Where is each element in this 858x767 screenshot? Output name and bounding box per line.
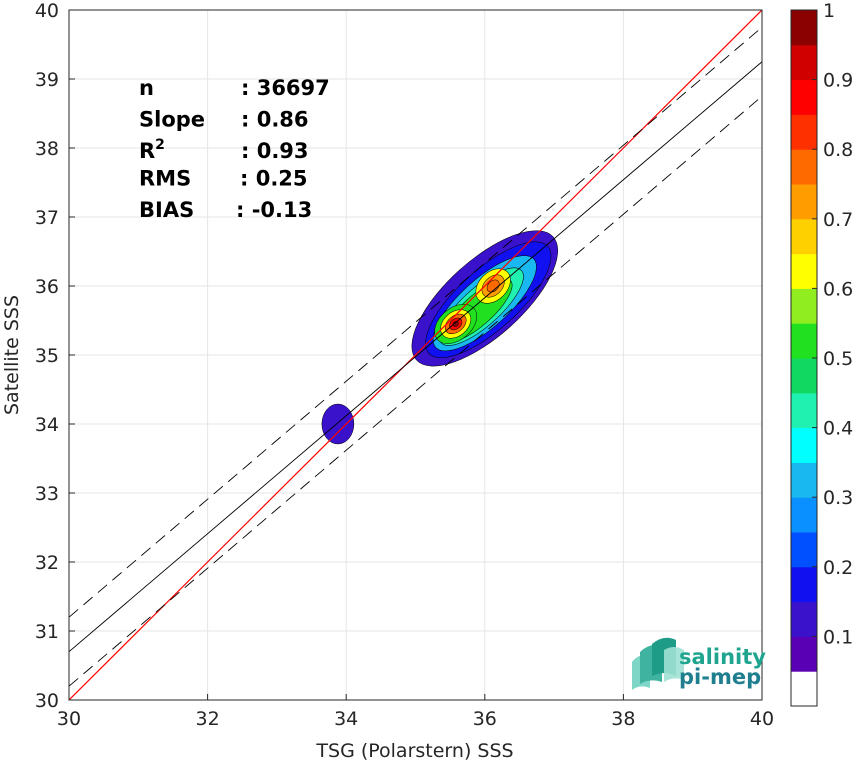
colorbar-segment <box>791 149 817 185</box>
colorbar-segment <box>791 566 817 603</box>
colorbar-segment <box>791 601 817 637</box>
stat-superscript: 2 <box>155 137 165 153</box>
colorbar-segment <box>791 114 817 150</box>
density-contours <box>321 230 558 445</box>
line-identity <box>69 10 762 700</box>
colorbar-segment <box>791 671 817 707</box>
logo-wave-icon <box>632 637 684 690</box>
stat-label: n <box>139 76 154 100</box>
y-tick-label: 38 <box>35 138 59 160</box>
colorbar-segment <box>791 358 817 394</box>
colorbar-segment <box>791 532 817 568</box>
colorbar-segment <box>791 253 817 289</box>
colorbar-segment <box>791 497 817 533</box>
x-axis-label: TSG (Polarstern) SSS <box>315 740 513 762</box>
grid <box>68 9 763 701</box>
x-tick-label: 40 <box>750 708 774 730</box>
stat-label: BIAS <box>139 198 194 222</box>
x-axis-ticks: 30 32 34 36 38 40 <box>57 694 774 730</box>
x-tick-label: 34 <box>334 708 358 730</box>
y-tick-label: 33 <box>35 483 59 505</box>
y-tick-label: 35 <box>35 345 59 367</box>
stat-label: RMS <box>139 167 191 191</box>
stat-value: : 0.93 <box>241 139 309 163</box>
colorbar-segment <box>791 323 817 359</box>
y-tick-label: 37 <box>35 207 59 229</box>
x-tick-label: 38 <box>611 708 635 730</box>
colorbar-segment <box>791 462 817 498</box>
y-tick-label: 30 <box>35 690 59 712</box>
colorbar-tick-label: 0.1 <box>823 626 853 648</box>
x-tick-label: 30 <box>57 708 81 730</box>
colorbar-tick-label: 0.2 <box>823 557 853 579</box>
colorbar-tick-label: 0.3 <box>823 487 853 509</box>
fit-lines <box>69 10 762 700</box>
colorbar-tick-label: 0.5 <box>823 348 853 370</box>
colorbar-tick-label: 0.4 <box>823 418 853 440</box>
colorbar-tick-label: 0.6 <box>823 278 853 300</box>
colorbar-segment <box>791 184 817 220</box>
stat-value: : 36697 <box>241 76 330 100</box>
colorbar-segment <box>791 392 817 429</box>
density-contour-peak1 <box>452 320 459 327</box>
density-contour-isolated <box>321 403 355 445</box>
stats-box: n : 36697 Slope : 0.86 R2 : 0.93 RMS : 0.25 BIAS… <box>139 76 330 222</box>
y-tick-label: 39 <box>35 69 59 91</box>
colorbar-segment <box>791 44 817 81</box>
stat-label: R2 <box>139 137 165 163</box>
colorbar-segment <box>791 10 817 46</box>
colorbar-segment <box>791 218 817 255</box>
stat-value: : -0.13 <box>236 198 312 222</box>
density-contour-peak2 <box>486 279 500 293</box>
y-tick-label: 32 <box>35 552 59 574</box>
colorbar-tick-label: 1 <box>823 0 835 22</box>
y-tick-label: 31 <box>35 621 59 643</box>
y-tick-label: 34 <box>35 414 59 436</box>
colorbar-tick-label: 0.9 <box>823 70 853 92</box>
x-tick-label: 36 <box>473 708 497 730</box>
stat-label: Slope <box>139 108 205 132</box>
y-axis-ticks: 30 31 32 33 34 35 36 37 38 39 40 <box>35 0 75 712</box>
y-axis-label: Satellite SSS <box>1 295 23 415</box>
logo-line2: pi-mep <box>679 665 761 689</box>
line-regression <box>69 61 762 653</box>
colorbar-segment <box>791 288 817 324</box>
colorbar-segment <box>791 427 817 463</box>
colorbar: 0.1 0.2 0.3 0.4 0.5 0.6 0.7 0.8 0.9 1 <box>790 0 853 707</box>
y-tick-label: 36 <box>35 276 59 298</box>
colorbar-tick-label: 0.7 <box>823 209 853 231</box>
colorbar-tick-label: 0.8 <box>823 139 853 161</box>
colorbar-segment <box>791 79 817 115</box>
y-tick-label: 40 <box>35 0 59 22</box>
colorbar-segment <box>791 636 817 672</box>
logo-line1: salinity <box>679 645 766 669</box>
stat-value: : 0.86 <box>241 108 309 132</box>
salinity-pi-mep-logo: salinity pi-mep <box>632 637 766 690</box>
x-tick-label: 32 <box>196 708 220 730</box>
stat-value: : 0.25 <box>240 167 308 191</box>
